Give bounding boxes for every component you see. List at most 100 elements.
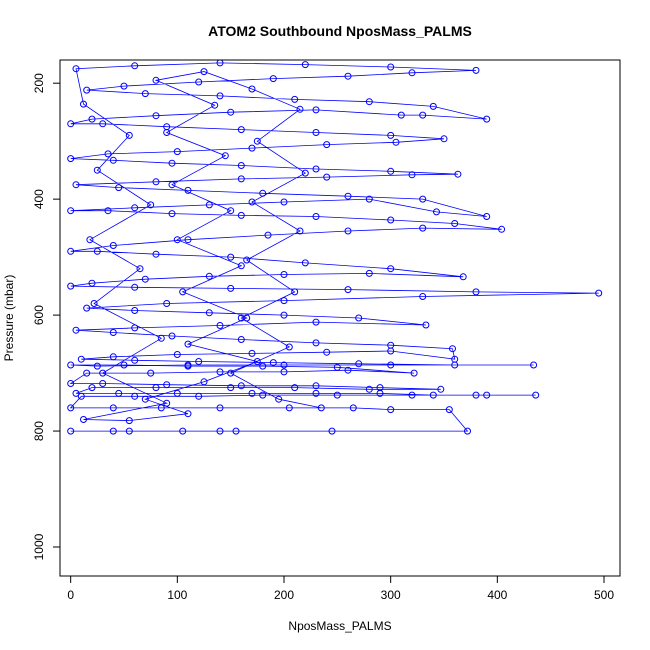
data-point	[243, 256, 251, 264]
data-point	[67, 404, 75, 412]
data-point	[227, 207, 235, 215]
data-point	[344, 366, 352, 374]
data-point	[88, 384, 96, 392]
data-point	[285, 343, 293, 351]
x-tick-label: 400	[487, 588, 507, 602]
data-point	[173, 389, 181, 397]
data-point	[408, 69, 416, 77]
data-point	[454, 170, 462, 178]
data-point	[355, 314, 363, 322]
data-point	[184, 236, 192, 244]
data-point	[344, 286, 352, 294]
data-point	[445, 406, 453, 414]
data-point	[483, 115, 491, 123]
data-point	[99, 120, 107, 128]
data-point	[472, 66, 480, 74]
data-point	[498, 225, 506, 233]
data-point	[333, 391, 341, 399]
data-point	[168, 181, 176, 189]
data-point	[248, 349, 256, 357]
data-point	[595, 289, 603, 297]
y-tick-label: 600	[32, 305, 46, 325]
data-point	[72, 389, 80, 397]
y-tick-label: 800	[32, 421, 46, 441]
data-point	[80, 416, 87, 423]
data-point	[397, 111, 405, 119]
data-point	[221, 152, 229, 160]
data-point	[387, 341, 395, 349]
data-point	[387, 406, 395, 414]
data-point	[125, 131, 133, 139]
data-point	[147, 201, 155, 209]
data-point	[280, 361, 288, 369]
data-point	[312, 318, 320, 326]
x-tick-label: 100	[167, 588, 187, 602]
data-point	[109, 242, 117, 249]
data-point	[328, 427, 336, 435]
data-point	[419, 224, 427, 232]
data-point	[237, 314, 245, 322]
data-point	[163, 300, 171, 307]
data-point	[472, 391, 480, 399]
data-point	[216, 427, 224, 435]
data-point	[216, 60, 224, 67]
data-point	[67, 155, 75, 163]
data-point	[211, 101, 219, 109]
data-point	[168, 332, 176, 340]
data-point	[291, 95, 299, 103]
data-point	[387, 216, 395, 224]
data-point	[67, 120, 75, 128]
data-point	[243, 314, 251, 322]
data-point	[173, 236, 181, 244]
data-point	[323, 348, 331, 356]
data-point	[280, 311, 288, 319]
data-point	[253, 358, 261, 365]
data-point	[237, 126, 245, 134]
data-point	[200, 68, 208, 76]
data-point	[184, 186, 192, 194]
data-point	[67, 380, 75, 387]
data-point	[227, 384, 235, 392]
data-point	[387, 361, 395, 369]
data-point	[376, 384, 384, 392]
data-point	[280, 297, 288, 305]
data-point	[157, 334, 165, 342]
data-point	[72, 65, 80, 73]
data-point	[72, 326, 80, 334]
data-point	[344, 192, 352, 200]
data-point	[449, 345, 456, 353]
data-point	[483, 391, 491, 399]
data-point	[109, 329, 117, 336]
data-point	[237, 162, 245, 169]
data-point	[419, 293, 427, 300]
data-point	[157, 404, 165, 412]
data-point	[237, 211, 245, 219]
data-point	[83, 304, 91, 312]
data-point	[104, 207, 112, 215]
series-line	[69, 62, 599, 432]
data-point	[147, 369, 155, 377]
x-tick-label: 300	[381, 588, 401, 602]
data-point	[86, 236, 94, 244]
data-point	[237, 336, 245, 343]
data-point	[410, 369, 418, 377]
plot-frame	[59, 59, 621, 577]
data-point	[141, 395, 149, 403]
data-point	[115, 184, 123, 192]
y-axis-label: Pressure (mbar)	[2, 275, 16, 362]
data-point	[422, 321, 430, 329]
data-point	[312, 213, 320, 220]
data-point	[259, 391, 267, 399]
data-point	[173, 351, 181, 358]
data-point	[131, 62, 139, 70]
data-point	[67, 361, 75, 369]
data-point	[483, 213, 491, 220]
data-point	[168, 210, 176, 218]
x-tick-label: 200	[274, 588, 294, 602]
data-point	[152, 384, 160, 392]
data-point	[472, 288, 480, 296]
data-point	[232, 427, 240, 435]
data-point	[248, 85, 256, 93]
data-point	[125, 427, 133, 435]
